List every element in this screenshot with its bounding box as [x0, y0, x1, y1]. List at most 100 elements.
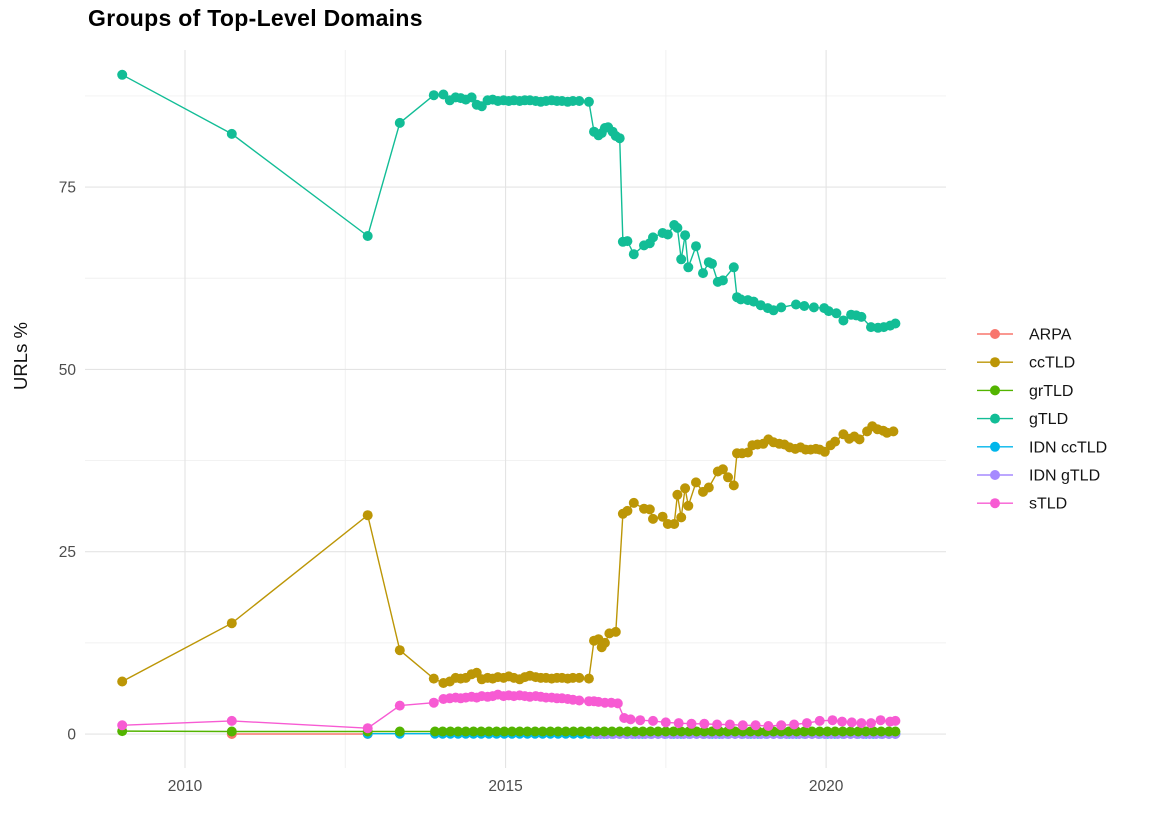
series-grtld-point — [568, 726, 579, 737]
series-cctld-point — [644, 504, 655, 515]
series-stld-point — [846, 717, 857, 728]
series-cctld-point — [723, 472, 733, 483]
series-grtld-point — [645, 726, 656, 737]
series-gtld-point — [838, 315, 849, 326]
series-stld-point — [699, 718, 710, 729]
series-cctld-point — [628, 497, 639, 508]
series-stld-point — [686, 718, 697, 729]
series-grtld-point — [822, 726, 833, 737]
series-cctld-point — [394, 645, 405, 656]
series-gtld-point — [791, 299, 801, 310]
series-gtld-point — [117, 69, 128, 80]
series-grtld-point — [614, 726, 625, 737]
series-grtld-point — [553, 726, 564, 737]
series-grtld-point — [560, 726, 571, 737]
series-gtld-point — [438, 89, 449, 100]
legend-item-gtld: gTLD — [977, 411, 1068, 428]
series-cctld-point — [888, 426, 899, 437]
series-grtld — [117, 726, 901, 737]
series-cctld-point — [683, 500, 694, 511]
series-gtld — [117, 69, 901, 333]
series-gtld-point — [676, 254, 687, 265]
series-gtld-point — [856, 311, 867, 322]
series-cctld-point — [610, 626, 621, 637]
series-grtld-point — [522, 726, 533, 737]
series-cctld-point — [657, 511, 668, 522]
series-gtld-point — [466, 92, 477, 103]
series-grtld-point — [814, 726, 825, 737]
series-stld — [117, 689, 901, 734]
series-cctld-point — [362, 510, 373, 521]
series-gtld-point — [428, 90, 439, 101]
chart-title: Groups of Top-Level Domains — [88, 5, 423, 31]
legend-label-stld: sTLD — [1029, 496, 1067, 513]
legend-item-idn-gtld: IDN gTLD — [977, 468, 1100, 485]
series-grtld-point — [453, 726, 464, 737]
series-grtld-point — [468, 726, 479, 737]
series-gtld-point — [574, 96, 585, 106]
y-tick-label: 0 — [67, 727, 76, 744]
y-tick-label: 50 — [59, 362, 77, 379]
series-gtld-point — [628, 249, 639, 260]
series-stld-point — [776, 720, 787, 731]
legend-item-idn-cctld: IDN ccTLD — [977, 439, 1107, 456]
series-cctld-point — [676, 512, 687, 523]
series-stld-point — [856, 718, 867, 729]
series-grtld-point — [837, 726, 848, 737]
series-gtld-point — [717, 275, 728, 286]
series-grtld-point — [868, 726, 879, 737]
legend-label-arpa: ARPA — [1029, 327, 1072, 344]
series-gtld-line — [121, 74, 896, 329]
series-stld-point — [226, 715, 237, 726]
series-cctld-point — [830, 436, 841, 447]
legend-item-arpa: ARPA — [977, 327, 1072, 344]
series-grtld-point — [499, 726, 510, 737]
legend-label-cctld: ccTLD — [1029, 355, 1075, 372]
series-stld-point — [394, 700, 405, 711]
series-cctld-point — [669, 519, 680, 529]
series-gtld-point — [583, 96, 594, 107]
series-stld-point — [712, 719, 723, 730]
legend-key-point-gtld — [990, 413, 1000, 424]
series-stld-point — [574, 695, 585, 706]
series-grtld-point — [853, 726, 864, 737]
legend-key-point-arpa — [990, 329, 1000, 339]
series-cctld-point — [742, 447, 753, 458]
series-grtld-point — [783, 726, 794, 737]
series-stld-point — [648, 715, 658, 726]
series-gtld-point — [622, 236, 633, 247]
series-gtld-point — [226, 128, 237, 139]
series-stld-point — [801, 718, 812, 729]
series-cctld-point — [648, 513, 658, 524]
series-stld-point — [763, 721, 774, 731]
series-grtld-point — [845, 726, 856, 737]
series-stld-point — [625, 714, 636, 725]
series-gtld-point — [890, 318, 901, 329]
legend-item-grtld: grTLD — [977, 383, 1073, 400]
series-gtld-point — [831, 308, 842, 319]
series-grtld-point — [514, 726, 525, 737]
series-stld-point — [866, 718, 876, 729]
y-axis-title: URLs % — [10, 322, 31, 390]
series-grtld-point — [491, 726, 502, 737]
series-gtld-point — [776, 302, 787, 313]
series-stld-point — [827, 715, 838, 726]
series-gtld-point — [823, 306, 834, 317]
series-grtld-point — [476, 726, 487, 737]
series-cctld — [117, 421, 899, 688]
series-grtld-point — [591, 726, 602, 737]
series-grtld-point — [507, 726, 517, 737]
series-cctld-point — [226, 618, 237, 629]
series-grtld-point — [660, 726, 671, 737]
legend-label-gtld: gTLD — [1029, 411, 1068, 428]
series-cctld-point — [622, 505, 633, 516]
series-cctld-point — [680, 483, 691, 494]
legend-key-point-cctld — [990, 357, 1000, 368]
series-grtld-point — [394, 726, 405, 737]
legend-item-stld: sTLD — [977, 496, 1067, 513]
series-gtld-point — [707, 258, 717, 269]
series-cctld-point — [691, 477, 701, 488]
legend-item-cctld: ccTLD — [977, 355, 1075, 372]
series-stld-point — [724, 719, 735, 730]
